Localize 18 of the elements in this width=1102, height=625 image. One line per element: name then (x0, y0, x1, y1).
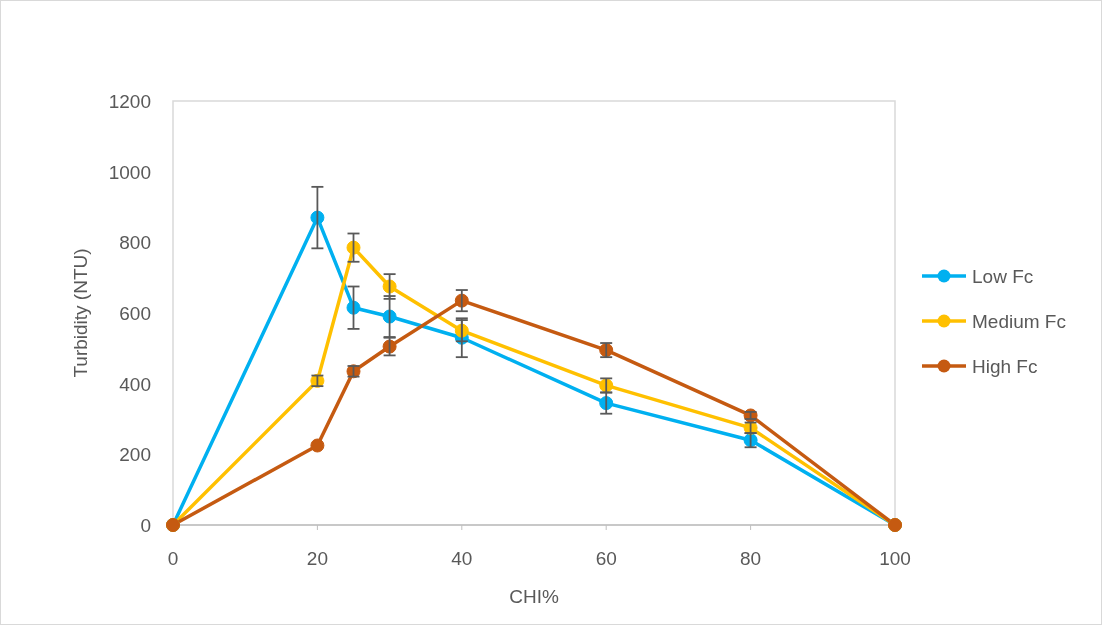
y-tick-label: 0 (140, 515, 151, 536)
y-tick-label: 800 (119, 232, 151, 254)
x-tick-label: 100 (879, 548, 911, 569)
y-tick-label: 1000 (108, 161, 151, 183)
y-axis-title: Turbidity (NTU) (70, 248, 91, 378)
legend-label: Medium Fc (972, 311, 1066, 332)
x-tick-label: 40 (451, 548, 473, 569)
legend-label: High Fc (972, 356, 1038, 377)
y-tick-label: 1200 (108, 91, 151, 112)
x-axis-title: CHI% (509, 586, 559, 607)
legend-label: Low Fc (972, 266, 1034, 287)
y-tick-label: 600 (119, 303, 151, 324)
x-tick-label: 0 (167, 548, 179, 569)
x-tick-label: 60 (595, 548, 617, 569)
y-tick-label: 200 (119, 444, 151, 466)
x-tick-label: 20 (306, 548, 328, 569)
y-tick-label: 400 (119, 373, 151, 395)
x-tick-label: 80 (740, 548, 762, 569)
